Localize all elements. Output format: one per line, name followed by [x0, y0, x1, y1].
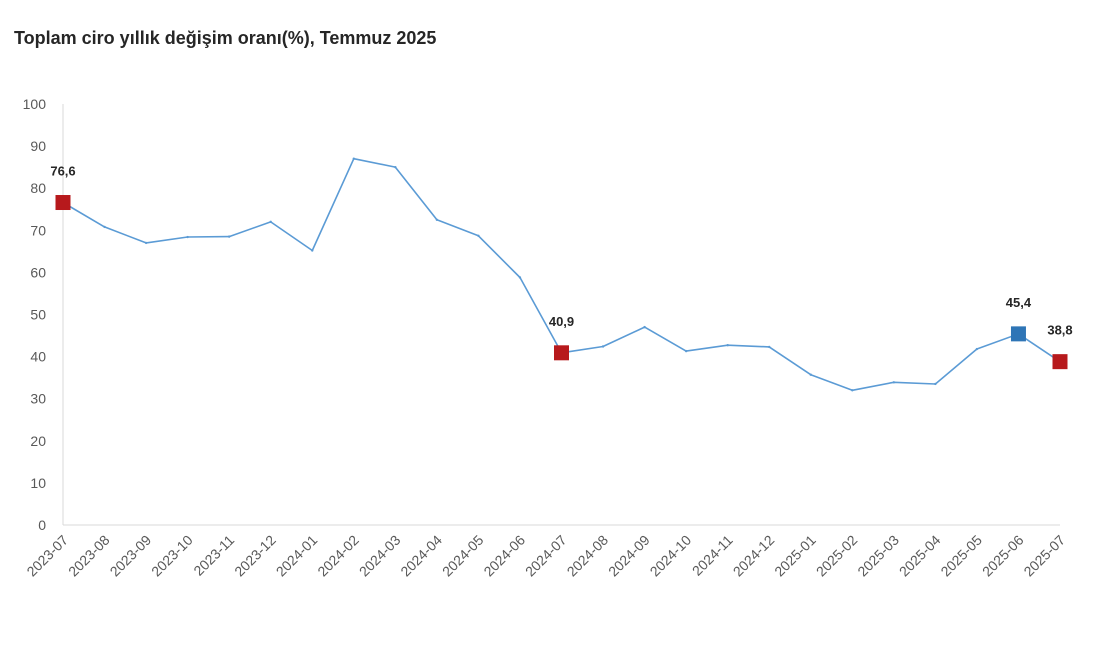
y-tick-label: 60 — [30, 264, 46, 280]
data-point — [643, 325, 646, 329]
data-point — [227, 235, 231, 238]
x-tick-label: 2024-05 — [439, 532, 487, 580]
x-tick-label: 2025-05 — [937, 532, 985, 580]
x-axis-ticks: 2023-072023-082023-092023-102023-112023-… — [23, 532, 1068, 580]
y-tick-label: 70 — [30, 222, 46, 238]
data-label: 45,4 — [1006, 295, 1032, 310]
x-tick-label: 2023-07 — [23, 532, 71, 580]
data-point — [103, 225, 106, 229]
data-point — [809, 373, 812, 376]
y-tick-label: 80 — [30, 180, 46, 196]
y-tick-label: 10 — [30, 475, 46, 491]
data-point — [352, 157, 355, 160]
data-point — [851, 389, 854, 392]
x-tick-label: 2024-09 — [605, 532, 653, 580]
data-point — [394, 165, 397, 169]
y-tick-label: 0 — [38, 517, 46, 533]
x-tick-label: 2024-08 — [564, 532, 612, 580]
highlight-marker — [1052, 354, 1068, 370]
data-point — [684, 349, 688, 353]
x-tick-label: 2023-08 — [65, 532, 113, 580]
marker-layer — [55, 195, 1068, 370]
data-label: 40,9 — [549, 314, 574, 329]
y-tick-label: 100 — [23, 96, 47, 112]
y-tick-label: 50 — [30, 307, 46, 323]
x-tick-label: 2024-12 — [730, 532, 778, 580]
chart-title: Toplam ciro yıllık değişim oranı(%), Tem… — [14, 28, 437, 48]
data-point — [975, 347, 979, 351]
data-point — [518, 276, 522, 279]
data-point — [934, 382, 937, 386]
x-tick-label: 2023-09 — [107, 532, 155, 580]
data-point — [269, 220, 272, 224]
data-point — [435, 218, 439, 221]
x-tick-label: 2024-10 — [647, 532, 695, 580]
x-tick-label: 2025-01 — [771, 532, 819, 580]
data-point — [477, 234, 480, 237]
highlight-marker — [554, 345, 569, 361]
data-label: 38,8 — [1047, 323, 1072, 338]
data-label: 76,6 — [50, 164, 75, 179]
x-tick-label: 2023-11 — [190, 532, 237, 579]
data-point — [311, 249, 314, 252]
x-tick-label: 2024-07 — [522, 532, 570, 580]
x-tick-label: 2025-02 — [813, 532, 861, 580]
y-tick-label: 20 — [30, 433, 46, 449]
data-point — [186, 235, 189, 239]
data-point — [601, 345, 605, 348]
label-layer: 76,6 40,9 45,4 38,8 — [50, 164, 1072, 338]
data-point — [892, 381, 896, 384]
highlight-marker — [55, 195, 71, 211]
y-tick-label: 90 — [30, 138, 46, 154]
y-axis-ticks: 0 10 20 30 40 50 60 70 80 90 100 — [23, 96, 47, 533]
x-tick-label: 2024-04 — [397, 532, 445, 580]
x-tick-label: 2025-03 — [854, 532, 902, 580]
x-tick-label: 2023-10 — [148, 532, 196, 580]
x-tick-label: 2024-06 — [480, 532, 528, 580]
x-tick-label: 2025-07 — [1020, 532, 1068, 580]
x-tick-label: 2025-06 — [979, 532, 1027, 580]
data-point — [768, 345, 771, 349]
x-tick-label: 2023-12 — [231, 532, 279, 580]
data-point — [726, 344, 729, 347]
y-tick-label: 30 — [30, 391, 46, 407]
axes — [62, 104, 1060, 526]
data-point — [144, 241, 148, 245]
x-tick-label: 2024-01 — [273, 532, 321, 580]
highlight-marker — [1010, 326, 1026, 342]
x-tick-label: 2024-11 — [689, 532, 736, 579]
y-tick-label: 40 — [30, 349, 46, 365]
x-tick-label: 2025-04 — [896, 532, 944, 580]
x-tick-label: 2024-02 — [314, 532, 362, 580]
x-tick-label: 2024-03 — [356, 532, 404, 580]
